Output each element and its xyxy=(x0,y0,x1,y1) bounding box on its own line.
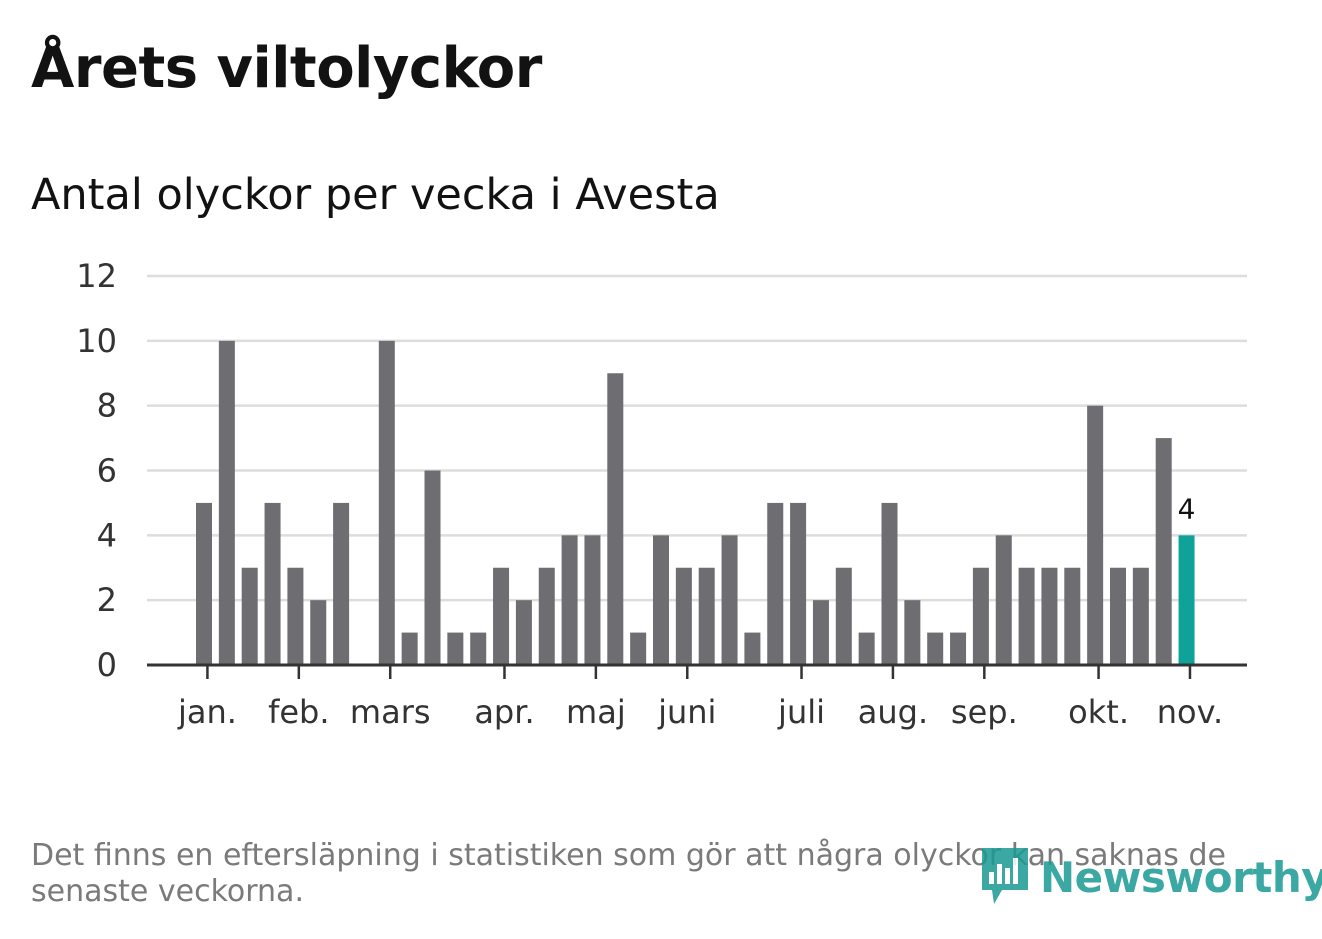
bar xyxy=(287,567,304,665)
bar xyxy=(995,535,1012,665)
bar xyxy=(264,502,281,665)
y-tick-label: 8 xyxy=(97,387,117,425)
x-tick-label: jan. xyxy=(177,693,237,731)
newsworthy-logo: Newsworthy xyxy=(980,846,1322,908)
bar xyxy=(927,632,944,665)
bar xyxy=(401,632,418,665)
bar xyxy=(675,567,692,665)
bar xyxy=(972,567,989,665)
bar xyxy=(1087,405,1104,665)
chart-title: Årets viltolyckor xyxy=(31,36,542,101)
bar xyxy=(310,600,327,665)
bar xyxy=(630,632,647,665)
bar xyxy=(424,470,441,665)
y-tick-label: 12 xyxy=(76,257,117,295)
y-tick-label: 10 xyxy=(76,322,117,360)
bar xyxy=(1110,567,1126,665)
y-tick-label: 4 xyxy=(97,516,117,554)
x-tick-label: aug. xyxy=(858,693,928,731)
x-tick-label: maj xyxy=(566,693,626,731)
newsworthy-bar-icon xyxy=(982,848,1028,904)
y-tick-label: 6 xyxy=(97,452,117,490)
bar xyxy=(561,535,578,665)
bar xyxy=(1018,567,1035,665)
bar xyxy=(721,535,738,665)
bar xyxy=(835,567,852,665)
bar xyxy=(538,567,555,665)
logo-text: Newsworthy xyxy=(1040,852,1322,902)
bar xyxy=(790,502,807,665)
bar xyxy=(470,632,487,665)
bar xyxy=(607,373,624,665)
x-tick-label: okt. xyxy=(1068,693,1129,731)
bar xyxy=(241,567,258,665)
highlighted-bar xyxy=(1178,535,1195,665)
bar xyxy=(950,632,967,665)
bar xyxy=(378,340,395,665)
highlight-value-label: 4 xyxy=(1178,492,1196,525)
bar xyxy=(767,502,784,665)
x-tick-label: apr. xyxy=(474,693,534,731)
y-tick-label: 2 xyxy=(97,581,117,619)
bar xyxy=(1132,567,1149,665)
bar xyxy=(1041,567,1058,665)
bar xyxy=(698,567,715,665)
y-tick-label: 0 xyxy=(97,646,117,684)
bar xyxy=(812,600,829,665)
bar-chart: 0 2 4 6 8 10 12 4 jan. feb. mars apr. maj juni juli aug… xyxy=(76,257,1247,731)
bar xyxy=(858,632,875,665)
bar xyxy=(333,502,350,665)
bar xyxy=(584,535,601,665)
x-tick-label: feb. xyxy=(268,693,329,731)
bar xyxy=(881,502,898,665)
bar xyxy=(1064,567,1081,665)
bar xyxy=(493,567,510,665)
chart-subtitle: Antal olyckor per vecka i Avesta xyxy=(31,170,720,220)
bar xyxy=(904,600,921,665)
bar xyxy=(196,502,212,665)
x-tick-label: juni xyxy=(657,693,716,731)
bar xyxy=(744,632,761,665)
bar xyxy=(218,340,235,665)
x-tick-label: mars xyxy=(350,693,431,731)
bar xyxy=(1155,438,1172,665)
x-tick-label: nov. xyxy=(1157,693,1223,731)
x-tick-label: juli xyxy=(777,693,825,731)
bar xyxy=(653,535,669,665)
bar xyxy=(515,600,532,665)
x-tick-label: sep. xyxy=(951,693,1018,731)
bar xyxy=(447,632,464,665)
